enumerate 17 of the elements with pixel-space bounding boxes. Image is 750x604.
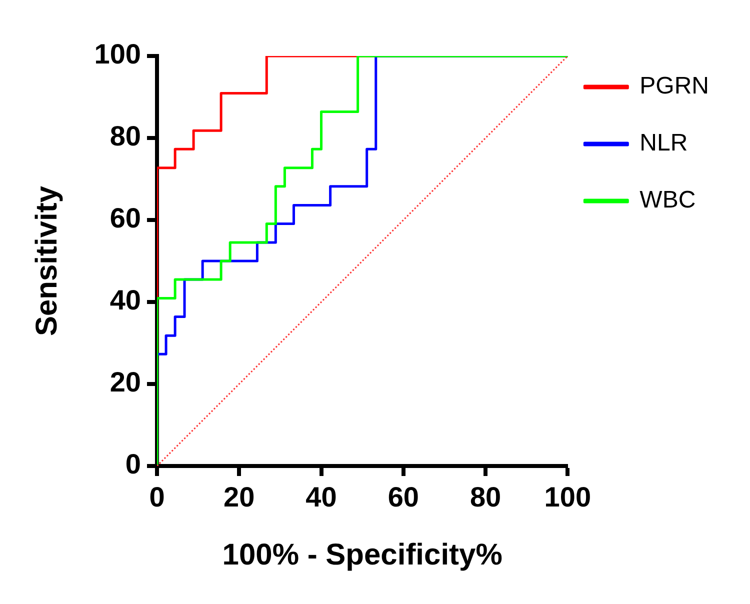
x-tick-label: 0 <box>149 482 165 513</box>
x-tick-label: 40 <box>306 482 337 513</box>
x-axis-title: 100% - Specificity% <box>222 538 502 572</box>
legend-label: NLR <box>640 130 688 157</box>
x-tick-label: 100 <box>544 482 592 513</box>
y-tick-label: 20 <box>110 366 141 398</box>
y-tick-label: 100 <box>94 38 141 70</box>
x-tick-label: 60 <box>388 482 419 513</box>
y-axis-title: Sensitivity <box>30 186 64 336</box>
y-tick-label: 40 <box>110 284 141 316</box>
legend-label: WBC <box>640 186 696 214</box>
y-tick-label: 60 <box>110 202 141 234</box>
y-tick-label: 0 <box>125 448 141 480</box>
x-tick-label: 20 <box>224 482 255 513</box>
y-tick-label: 80 <box>110 120 141 152</box>
x-tick-label: 80 <box>470 482 502 513</box>
legend-label: PGRN <box>640 72 710 100</box>
